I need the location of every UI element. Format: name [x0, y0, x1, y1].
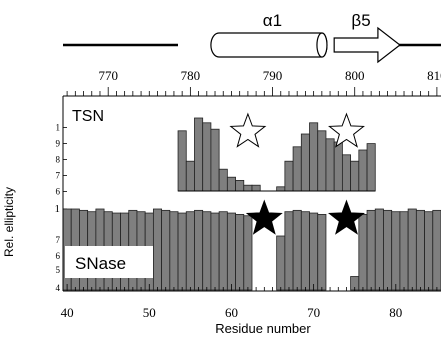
tsn-bar — [366, 143, 376, 192]
x-axis-label: Residue number — [215, 321, 311, 336]
snase-bar — [399, 211, 409, 291]
snase-bar — [202, 211, 212, 291]
tsn-y-tick-label: 6 — [56, 187, 61, 197]
bottom-tick-label: 80 — [389, 305, 402, 320]
tsn-bar — [333, 141, 343, 192]
tsn-bar — [325, 138, 335, 192]
snase-bar — [218, 211, 228, 291]
tsn-y-tick-label: 1 — [56, 123, 61, 133]
strand-arrow — [333, 26, 401, 64]
snase-bar — [292, 209, 302, 291]
tsn-bar — [202, 122, 212, 192]
snase-label-box: SNase — [65, 246, 153, 278]
snase-bar — [366, 209, 376, 291]
tsn-bar — [194, 117, 204, 192]
tsn-bar-panel: 1 9 8 7 6 — [56, 112, 376, 197]
snase-bar — [309, 212, 319, 291]
snase-bar — [210, 212, 220, 291]
tsn-bar — [243, 184, 253, 192]
bottom-residue-axis: 40 50 60 70 80 — [61, 284, 441, 320]
bottom-tick-label: 60 — [225, 305, 238, 320]
bottom-tick-label: 70 — [307, 305, 320, 320]
tsn-bar — [185, 160, 195, 192]
snase-bar — [226, 212, 236, 291]
helix-label: α1 — [263, 11, 282, 30]
snase-bar — [383, 209, 393, 291]
snase-bar — [235, 213, 245, 291]
tsn-panel-label: TSN — [72, 108, 104, 125]
snase-bar — [152, 208, 163, 291]
snase-y-tick-label: 7 — [56, 235, 61, 245]
snase-y-tick-label: 4 — [56, 283, 61, 293]
tsn-bar — [350, 160, 360, 192]
tsn-open-star — [229, 112, 267, 148]
tsn-y-tick-label: 7 — [56, 171, 61, 181]
snase-y-tick-label: 6 — [56, 251, 61, 261]
tsn-bar — [218, 168, 228, 192]
snase-filled-star — [245, 199, 283, 235]
snase-bar — [284, 211, 294, 291]
tsn-bar — [309, 122, 319, 192]
snase-bar — [276, 235, 286, 291]
top-tick-label: 790 — [263, 68, 283, 83]
top-residue-axis: 770 780 790 800 810 — [63, 68, 441, 97]
tsn-bar — [292, 146, 302, 192]
snase-y-tick-label: 1 — [55, 203, 61, 215]
snase-y-tick-label: 5 — [56, 265, 61, 275]
tsn-bar — [251, 184, 261, 192]
tsn-bar — [300, 133, 310, 192]
snase-bar — [161, 209, 171, 291]
tsn-open-star — [328, 112, 365, 148]
helix-cylinder-end — [316, 32, 328, 58]
strand-label: β5 — [351, 11, 370, 30]
snase-bar — [177, 212, 187, 291]
snase-bar — [391, 211, 401, 291]
bottom-tick-label: 40 — [61, 305, 74, 320]
snase-bar — [407, 208, 417, 291]
y-axis-label: Rel. ellipticity — [2, 187, 16, 257]
tsn-bar — [226, 176, 236, 192]
tsn-bar — [210, 128, 220, 192]
snase-filled-star — [328, 199, 365, 235]
bottom-tick-label: 50 — [143, 305, 156, 320]
snase-panel-label: SNase — [75, 254, 126, 273]
tsn-bar — [317, 130, 327, 192]
tsn-y-tick-label: 8 — [56, 155, 61, 165]
tsn-bar — [177, 130, 187, 192]
tsn-y-tick-label: 9 — [56, 139, 61, 149]
snase-bar — [424, 211, 434, 291]
snase-bar — [185, 211, 195, 291]
tsn-bar — [276, 186, 286, 192]
tsn-bar — [235, 179, 245, 192]
tsn-bar — [358, 149, 368, 192]
top-tick-label: 810 — [427, 68, 441, 83]
snase-bar — [243, 215, 253, 291]
snase-bar — [317, 213, 327, 291]
top-tick-label: 780 — [181, 68, 201, 83]
snase-bar — [432, 209, 441, 291]
helix-cylinder — [210, 32, 328, 58]
tsn-bar — [284, 160, 294, 192]
snase-bar — [415, 209, 425, 291]
snase-bar — [194, 209, 204, 291]
tsn-label-box: TSN — [72, 108, 104, 125]
snase-bar — [374, 208, 384, 291]
snase-label-background — [65, 246, 153, 278]
top-tick-label: 770 — [98, 68, 118, 83]
tsn-bar — [341, 154, 352, 192]
top-tick-label: 800 — [345, 68, 365, 83]
snase-bar — [169, 211, 179, 291]
snase-bar — [358, 213, 368, 291]
secondary-structure-diagram: α1 β5 — [63, 11, 441, 64]
snase-bar — [300, 211, 310, 291]
